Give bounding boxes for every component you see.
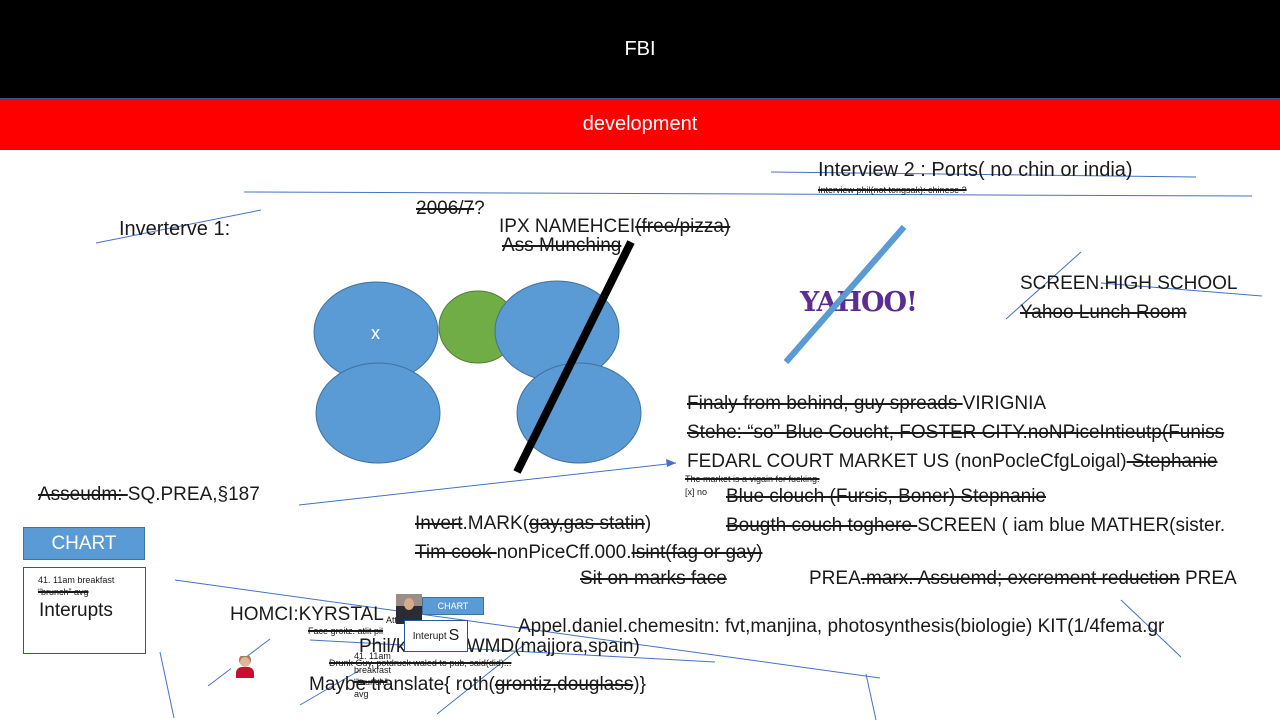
screen-high-school-note: SCREEN.HIGH SCHOOL xyxy=(1020,273,1238,294)
arrow-head xyxy=(666,459,676,467)
maybe-translate-note: Maybe translate{ roth(grontiz,douglass)} xyxy=(309,674,646,695)
title-band: FBI xyxy=(0,0,1280,99)
black-slash xyxy=(513,240,635,474)
venn-circle-bottom-right xyxy=(516,362,642,464)
connector-line xyxy=(865,673,877,720)
prea-note: PREA.marx. Assuemd; excrement reduction … xyxy=(809,568,1237,589)
invert-note: Invert.MARK(gay,gas statin) xyxy=(415,513,652,534)
connector-line xyxy=(770,171,1197,178)
connector-line xyxy=(299,669,361,706)
bougth-note: Bougth couch toghere SCREEN ( iam blue M… xyxy=(726,515,1226,536)
phil-note: Phil/kim:PBI.WMD(majjora,spain) xyxy=(359,636,640,657)
appel-note: Appel.daniel.chemesitn: fvt,manjina, pho… xyxy=(518,616,1165,637)
face-small-note: Face groitz. atlit pil xyxy=(308,626,384,636)
slide-subtitle: development xyxy=(582,113,698,135)
circle-x-label: x xyxy=(371,323,380,343)
market-small-note: The market is a vigain for fucking. xyxy=(685,474,820,484)
connector-line xyxy=(1100,282,1263,297)
interview-1-note: Inverterve 1: xyxy=(119,218,231,240)
mini-line-2: breakfast xyxy=(354,665,392,675)
connector-line xyxy=(309,639,716,663)
interrupts-card: 41. 11am breakfast “brunch” avg Interupt… xyxy=(23,567,146,654)
portrait-man-photo xyxy=(396,594,422,624)
mini-line-1: 41. 11am xyxy=(354,651,391,661)
mini-line-4: avg xyxy=(354,689,369,699)
card-line-2: “brunch” avg xyxy=(38,587,89,597)
tim-cook-note: Tim cook nonPiceCff.000.lsint(fag or gay… xyxy=(415,542,763,563)
mini-card-label: Interupt xyxy=(412,630,447,642)
connector-line xyxy=(1120,599,1182,658)
mini-chart-button[interactable]: CHART xyxy=(422,597,484,615)
connector-arrow xyxy=(298,462,677,506)
drunk-small-note: Drunk Guy, potdruck waled to pub, said(d… xyxy=(329,658,512,668)
blue-clouch-note: Blue clouch (Fursis, Boner) Stepnanie xyxy=(726,486,1046,507)
connector-line xyxy=(95,209,262,244)
mini-att-label: Att xyxy=(386,615,398,625)
card-title: Interupts xyxy=(39,600,113,621)
subtitle-band: development xyxy=(0,99,1280,150)
yahoo-logo: YAHOO! xyxy=(800,287,918,318)
homci-note: HOMCI:KYRSTAL xyxy=(230,604,384,625)
slide-title: FBI xyxy=(624,37,656,60)
connector-line xyxy=(243,191,1253,197)
ass-note: Ass Munching xyxy=(502,235,622,256)
connector-line xyxy=(159,651,175,719)
venn-circle-bottom-left xyxy=(315,362,441,464)
mini-interrupts-card: Interupt S xyxy=(404,620,468,652)
mini-card-suffix: S xyxy=(448,627,460,644)
asseudm-note: Asseudm: SQ.PREA,§187 xyxy=(38,484,260,505)
fedarl-note: FEDARL COURT MARKET US (nonPocleCfgLoiga… xyxy=(687,451,1218,472)
sit-note: Sit on marks face xyxy=(580,568,727,589)
year-note: 2006/7? xyxy=(416,198,485,219)
x-no-note: [x] no xyxy=(685,487,708,497)
ipx-note: IPX NAMEHCEI(free/pizza) xyxy=(499,216,731,237)
stehe-note: Stehe: “so” Blue Coucht, FOSTER CITY.noN… xyxy=(687,422,1225,443)
connector-line xyxy=(436,643,526,715)
mini-line-3: “brunch” xyxy=(354,677,388,687)
card-line-1: 41. 11am breakfast xyxy=(38,575,115,585)
interview-phil-note: Interview phil(not tongsak): chinese ? xyxy=(818,185,967,195)
yahoo-strike xyxy=(783,225,907,364)
connector-line xyxy=(1005,251,1082,320)
interview-2-note: Interview 2 : Ports( no chin or india) xyxy=(818,159,1133,181)
finaly-note: Finaly from behind, guy spreads VIRIGNIA xyxy=(687,393,1047,414)
chart-button[interactable]: CHART xyxy=(23,527,145,560)
yahoo-lunch-note: Yahoo Lunch Room xyxy=(1020,302,1187,323)
portrait-woman-photo xyxy=(231,656,259,678)
connector-line xyxy=(174,579,881,679)
